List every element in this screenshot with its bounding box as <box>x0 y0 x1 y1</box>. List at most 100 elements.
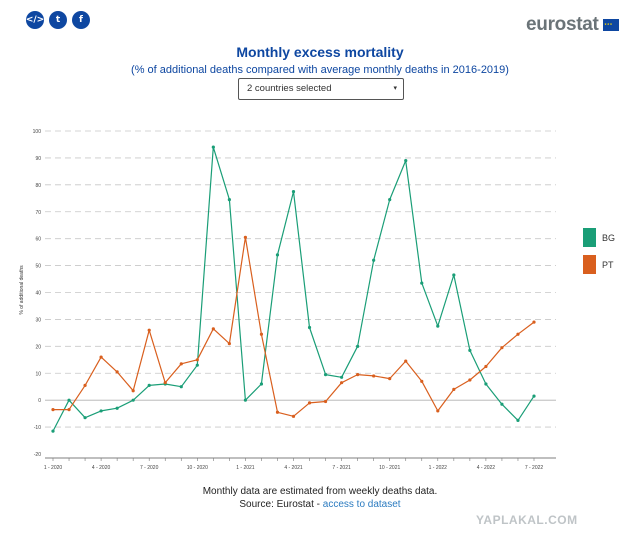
data-point-pt <box>131 389 135 393</box>
code-icon[interactable]: </> <box>26 11 44 29</box>
data-point-bg <box>436 324 440 328</box>
data-point-pt <box>179 362 183 366</box>
data-note: Monthly data are estimated from weekly d… <box>202 486 438 497</box>
series-pt <box>51 235 536 418</box>
data-point-bg <box>356 344 360 348</box>
data-point-bg <box>195 363 199 367</box>
data-point-pt <box>484 364 488 369</box>
data-point-pt <box>147 328 151 332</box>
data-point-bg <box>99 409 103 413</box>
data-point-bg <box>67 398 71 402</box>
data-point-bg <box>404 159 408 163</box>
data-point-pt <box>227 342 231 346</box>
facebook-icon[interactable]: f <box>72 11 90 29</box>
data-point-bg <box>179 385 183 389</box>
data-point-pt <box>291 414 296 418</box>
x-tick-label: 4 - 2021 <box>284 465 303 471</box>
data-point-pt <box>532 320 536 324</box>
data-point-bg <box>372 258 376 262</box>
x-tick-label: 1 - 2022 <box>429 465 448 471</box>
x-tick-label: 4 - 2020 <box>92 465 111 471</box>
logo-text: eurostat <box>526 14 599 35</box>
data-point-pt <box>83 383 87 387</box>
y-tick-label: 20 <box>35 344 41 350</box>
data-point-pt <box>388 377 392 381</box>
source-prefix: Source: Eurostat - <box>239 499 323 510</box>
country-select[interactable]: 2 countries selected ▾ <box>238 78 404 100</box>
chevron-down-icon: ▾ <box>393 85 397 92</box>
y-tick-label: 10 <box>35 371 41 377</box>
x-tick-label: 10 - 2021 <box>379 465 400 471</box>
data-point-bg <box>500 402 504 406</box>
data-point-pt <box>323 399 328 404</box>
source-line: Source: Eurostat - access to dataset <box>0 499 640 510</box>
legend-item-pt[interactable]: PT <box>583 255 615 274</box>
twitter-icon[interactable]: t <box>49 11 67 29</box>
data-point-pt <box>259 332 264 336</box>
y-tick-label: -10 <box>34 425 41 431</box>
data-point-pt <box>67 407 71 412</box>
y-tick-label: -20 <box>34 452 41 458</box>
x-tick-label: 7 - 2021 <box>332 465 351 471</box>
legend: BG PT <box>583 228 615 282</box>
data-point-pt <box>115 370 119 374</box>
data-point-pt <box>163 381 167 385</box>
gridlines <box>45 130 556 428</box>
data-point-pt <box>307 401 312 405</box>
chart-title: Monthly excess mortality <box>236 44 404 60</box>
chart-subtitle: (% of additional deaths compared with av… <box>131 64 509 76</box>
legend-label-bg: BG <box>602 232 616 243</box>
axes: -20 -10 0 10 20 30 40 50 60 70 80 90 100 1 - 2020 4 - … <box>33 129 556 471</box>
data-point-bg <box>275 253 280 257</box>
y-tick-label: 0 <box>38 398 41 404</box>
data-point-bg <box>452 273 456 277</box>
series-line-bg <box>52 146 535 432</box>
data-point-bg <box>388 198 392 202</box>
legend-label-pt: PT <box>602 259 614 270</box>
y-tick-label: 100 <box>33 129 42 135</box>
data-point-pt <box>356 372 360 377</box>
data-point-bg <box>243 398 247 402</box>
y-tick-label: 50 <box>35 264 41 270</box>
legend-swatch-pt <box>583 255 596 274</box>
y-tick-label: 90 <box>35 156 41 162</box>
y-tick-label: 30 <box>35 317 41 323</box>
data-point-bg <box>516 418 520 422</box>
data-point-bg <box>484 382 488 386</box>
data-point-pt <box>468 378 472 382</box>
data-point-pt <box>51 407 55 412</box>
data-point-pt <box>420 379 424 383</box>
eu-flag-icon <box>602 19 619 31</box>
data-point-bg <box>420 281 424 285</box>
data-point-bg <box>51 429 55 433</box>
legend-swatch-bg <box>583 228 596 247</box>
dataset-link[interactable]: access to dataset <box>322 499 401 510</box>
x-tick-label: 4 - 2022 <box>477 465 496 471</box>
series-line-pt <box>53 236 535 417</box>
data-point-pt <box>436 409 440 413</box>
data-point-bg <box>259 382 264 386</box>
data-point-bg <box>291 189 296 194</box>
data-point-bg <box>211 145 215 149</box>
data-point-pt <box>500 346 504 350</box>
legend-item-bg[interactable]: BG <box>583 228 615 247</box>
data-point-pt <box>452 387 456 391</box>
x-tick-label: 1 - 2020 <box>44 465 63 471</box>
watermark: YAPLAKAL.COM <box>476 513 578 527</box>
y-tick-label: 40 <box>35 291 41 297</box>
share-toolbar: </> t f <box>26 11 90 29</box>
eurostat-logo[interactable]: eurostat <box>526 14 619 36</box>
data-point-bg <box>131 398 135 402</box>
data-point-bg <box>147 383 151 387</box>
data-point-pt <box>372 374 376 378</box>
data-point-bg <box>83 416 87 420</box>
data-point-bg <box>532 394 536 398</box>
y-tick-label: 80 <box>35 183 41 189</box>
data-point-bg <box>323 372 328 377</box>
data-point-bg <box>468 348 472 352</box>
data-point-bg <box>115 406 119 410</box>
data-point-pt <box>195 358 199 362</box>
y-tick-label: 60 <box>35 237 41 243</box>
data-point-bg <box>307 325 312 330</box>
